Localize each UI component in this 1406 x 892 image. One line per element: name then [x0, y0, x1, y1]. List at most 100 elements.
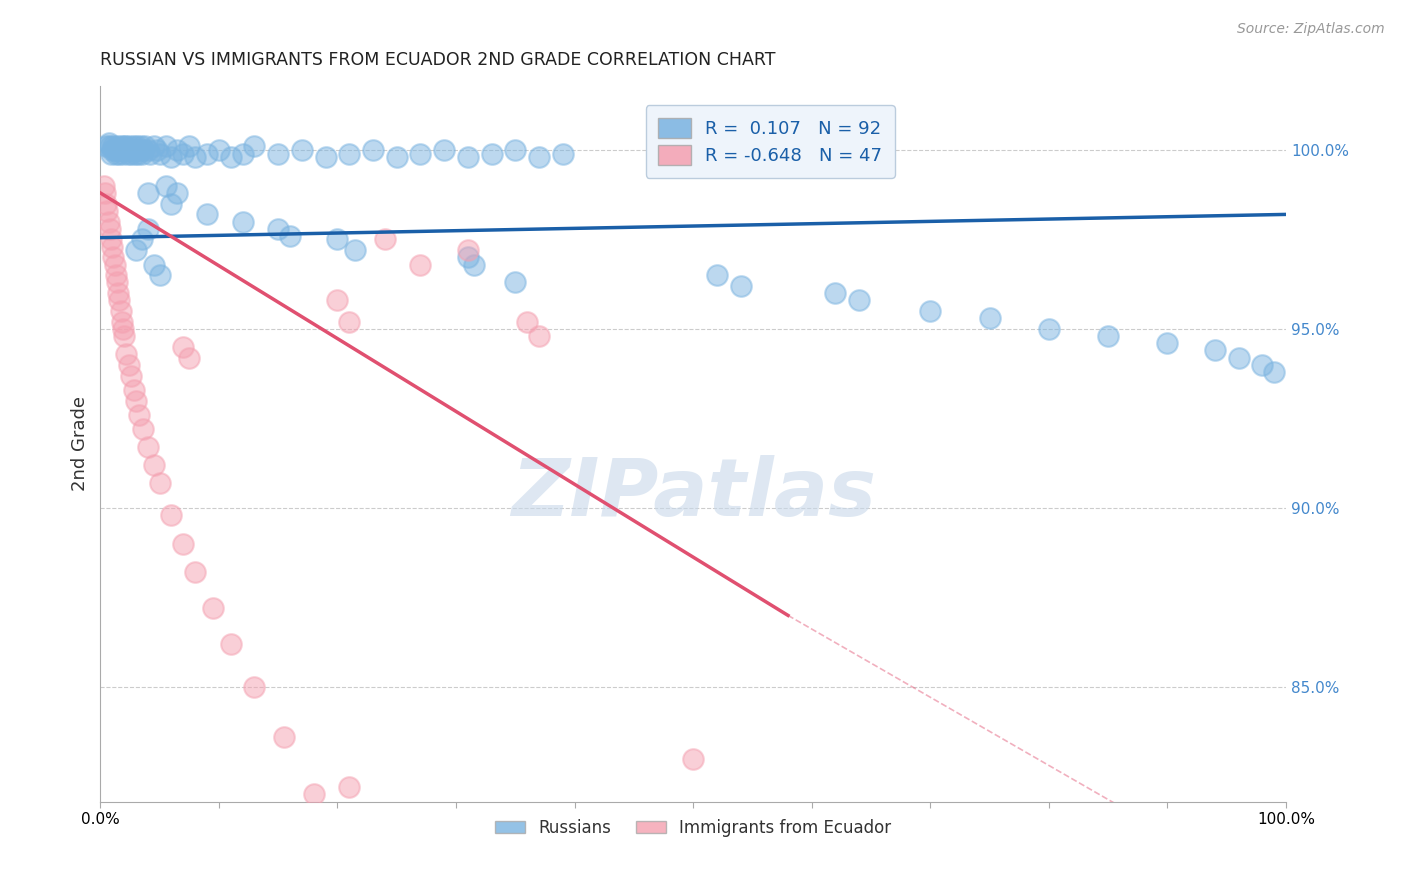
Point	[115, 347, 138, 361]
Point	[1251, 358, 1274, 372]
Point	[195, 146, 218, 161]
Point	[682, 751, 704, 765]
Point	[121, 143, 143, 157]
Point	[112, 329, 135, 343]
Point	[824, 286, 846, 301]
Point	[201, 601, 224, 615]
Point	[273, 730, 295, 744]
Point	[243, 139, 266, 153]
Point	[136, 440, 159, 454]
Point	[142, 258, 165, 272]
Point	[326, 293, 349, 308]
Point	[117, 146, 139, 161]
Point	[457, 244, 479, 258]
Point	[120, 146, 142, 161]
Point	[409, 146, 432, 161]
Point	[160, 150, 183, 164]
Point	[129, 139, 152, 153]
Point	[505, 143, 527, 157]
Point	[527, 150, 550, 164]
Point	[93, 178, 115, 193]
Point	[115, 139, 138, 153]
Point	[122, 383, 145, 397]
Point	[179, 351, 201, 365]
Point	[111, 143, 134, 157]
Point	[337, 780, 360, 795]
Point	[149, 268, 172, 283]
Point	[134, 139, 156, 153]
Point	[128, 143, 150, 157]
Y-axis label: 2nd Grade: 2nd Grade	[72, 396, 89, 491]
Point	[326, 232, 349, 246]
Point	[125, 244, 148, 258]
Point	[101, 143, 124, 157]
Point	[118, 358, 141, 372]
Point	[172, 146, 194, 161]
Point	[142, 458, 165, 472]
Point	[1227, 351, 1250, 365]
Point	[1156, 336, 1178, 351]
Point	[122, 139, 145, 153]
Point	[481, 146, 503, 161]
Point	[219, 150, 242, 164]
Point	[127, 146, 149, 161]
Point	[118, 139, 141, 153]
Point	[219, 637, 242, 651]
Point	[108, 293, 131, 308]
Point	[110, 139, 132, 153]
Point	[101, 239, 124, 253]
Point	[179, 139, 201, 153]
Point	[457, 150, 479, 164]
Point	[112, 139, 135, 153]
Point	[120, 368, 142, 383]
Point	[98, 139, 121, 153]
Point	[208, 143, 231, 157]
Point	[104, 268, 127, 283]
Point	[98, 221, 121, 235]
Point	[267, 146, 290, 161]
Point	[516, 315, 538, 329]
Point	[132, 422, 155, 436]
Point	[118, 143, 141, 157]
Point	[302, 788, 325, 802]
Point	[344, 244, 367, 258]
Legend: Russians, Immigrants from Ecuador: Russians, Immigrants from Ecuador	[488, 812, 898, 843]
Point	[385, 150, 408, 164]
Point	[409, 258, 432, 272]
Point	[131, 232, 153, 246]
Point	[184, 566, 207, 580]
Point	[96, 203, 118, 218]
Point	[110, 304, 132, 318]
Point	[291, 143, 314, 157]
Point	[139, 146, 162, 161]
Point	[160, 508, 183, 523]
Point	[103, 251, 125, 265]
Point	[149, 475, 172, 490]
Point	[136, 186, 159, 200]
Point	[232, 214, 254, 228]
Point	[232, 146, 254, 161]
Point	[131, 146, 153, 161]
Point	[160, 196, 183, 211]
Point	[124, 146, 146, 161]
Point	[108, 146, 131, 161]
Point	[267, 221, 290, 235]
Point	[125, 393, 148, 408]
Point	[105, 139, 128, 153]
Point	[136, 143, 159, 157]
Point	[166, 186, 188, 200]
Point	[104, 146, 127, 161]
Point	[1263, 365, 1285, 379]
Point	[149, 146, 172, 161]
Point	[1204, 343, 1226, 358]
Point	[105, 276, 128, 290]
Point	[195, 207, 218, 221]
Point	[96, 139, 118, 153]
Point	[172, 537, 194, 551]
Point	[100, 232, 122, 246]
Point	[107, 143, 129, 157]
Point	[337, 315, 360, 329]
Point	[730, 279, 752, 293]
Point	[278, 228, 301, 243]
Point	[107, 286, 129, 301]
